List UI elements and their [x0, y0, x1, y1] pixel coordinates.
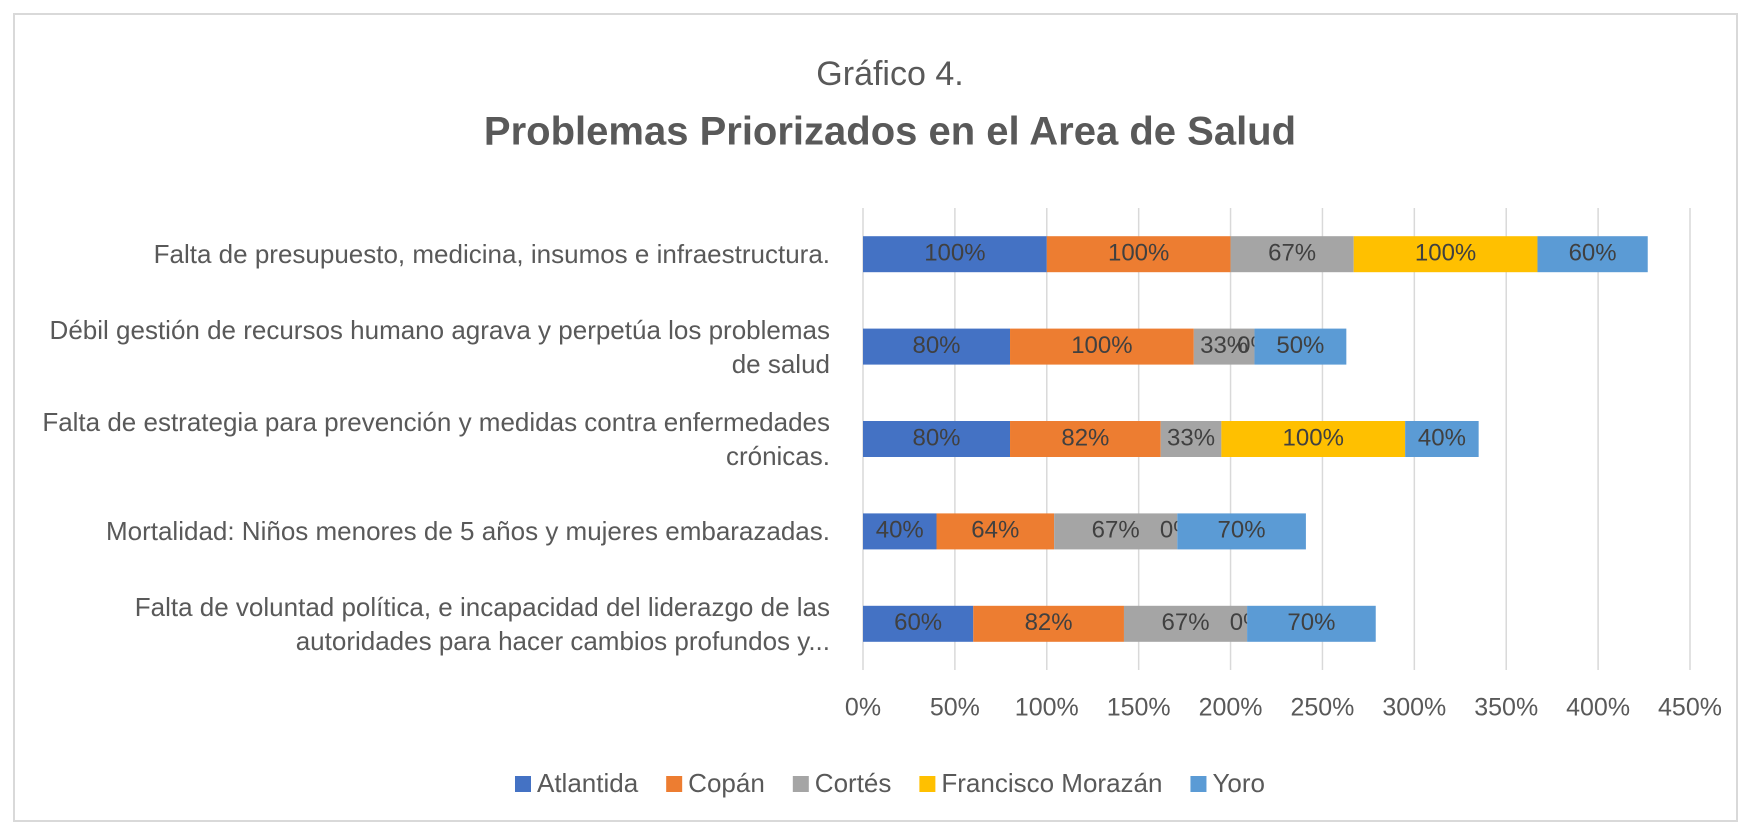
x-tick-label: 350%: [1474, 694, 1538, 722]
data-label: 80%: [912, 424, 960, 451]
bar-segment: [1177, 513, 1306, 550]
data-label: 70%: [1218, 517, 1266, 544]
bar-segment: [1254, 328, 1347, 365]
bar-segment: [936, 513, 1055, 550]
bar-segment: [863, 236, 1047, 273]
chart-subtitle: Problemas Priorizados en el Area de Salu…: [484, 110, 1296, 154]
category-label: Mortalidad: Niños menores de 5 años y mu…: [105, 516, 830, 547]
bar-segment: [1230, 236, 1354, 273]
legend-swatch: [792, 776, 809, 792]
data-label: 67%: [1162, 609, 1210, 636]
data-label: 100%: [1071, 332, 1132, 359]
x-tick-label: 450%: [1658, 694, 1722, 722]
legend-label: Atlantida: [537, 768, 639, 798]
legend-swatch: [666, 776, 683, 792]
data-label: 40%: [1418, 424, 1466, 451]
x-tick-label: 200%: [1199, 694, 1263, 722]
bar-segment: [863, 513, 937, 550]
data-label: 40%: [876, 517, 924, 544]
x-tick-label: 400%: [1566, 694, 1630, 722]
category-label: Falta de voluntad política, e incapacida…: [134, 591, 830, 656]
legend-swatch: [919, 776, 936, 792]
data-label: 70%: [1287, 609, 1335, 636]
bar-segment: [863, 605, 974, 642]
data-label: 80%: [912, 332, 960, 359]
legend-swatch: [514, 776, 531, 792]
bar-segment: [1193, 328, 1255, 365]
category-label: Falta de presupuesto, medicina, insumos …: [153, 239, 830, 270]
data-label: 82%: [1061, 424, 1109, 451]
legend-label: Copán: [688, 768, 765, 798]
bar-segment: [1353, 236, 1538, 273]
bar-segment: [1160, 421, 1222, 457]
data-label: 67%: [1268, 240, 1316, 267]
data-label: 33%: [1200, 332, 1248, 359]
bar-segment: [863, 328, 1011, 365]
bar-segment: [1046, 236, 1231, 273]
category-label: Falta de estrategia para prevención y me…: [42, 407, 830, 471]
legend-label: Cortés: [815, 768, 892, 798]
bar-segment: [863, 421, 1011, 457]
bar-segment: [1010, 328, 1194, 365]
bar-segment: [1123, 605, 1248, 642]
bar-segment: [1405, 421, 1479, 457]
data-label: 67%: [1092, 517, 1140, 544]
x-tick-label: 100%: [1015, 694, 1079, 722]
legend-swatch: [1190, 776, 1207, 792]
data-label: 100%: [1283, 424, 1344, 451]
bar-segment: [1054, 513, 1178, 550]
data-label: 82%: [1025, 609, 1073, 636]
chart-border: [13, 13, 1738, 822]
category-label: Débil gestión de recursos humano agrava …: [49, 314, 830, 379]
x-tick-label: 250%: [1290, 694, 1354, 722]
data-label: 100%: [1108, 240, 1169, 267]
x-tick-label: 300%: [1382, 694, 1446, 722]
chart-title: Gráfico 4.: [816, 55, 963, 93]
data-label: 60%: [1569, 240, 1617, 267]
legend-label: Francisco Morazán: [941, 768, 1162, 798]
data-label: 60%: [894, 609, 942, 636]
bar-segment: [973, 605, 1124, 642]
bar-segment: [1247, 605, 1376, 642]
data-label: 100%: [924, 240, 985, 267]
bar-segment: [1537, 236, 1648, 273]
x-tick-label: 150%: [1107, 694, 1171, 722]
x-tick-label: 0%: [845, 694, 881, 722]
data-label: 64%: [971, 517, 1019, 544]
data-label: 33%: [1167, 424, 1215, 451]
data-label: 100%: [1415, 240, 1476, 267]
x-tick-label: 50%: [930, 694, 980, 722]
bar-segment: [1221, 421, 1406, 457]
data-label: 50%: [1276, 332, 1324, 359]
bar-segment: [1010, 421, 1161, 457]
legend-label: Yoro: [1212, 768, 1265, 798]
